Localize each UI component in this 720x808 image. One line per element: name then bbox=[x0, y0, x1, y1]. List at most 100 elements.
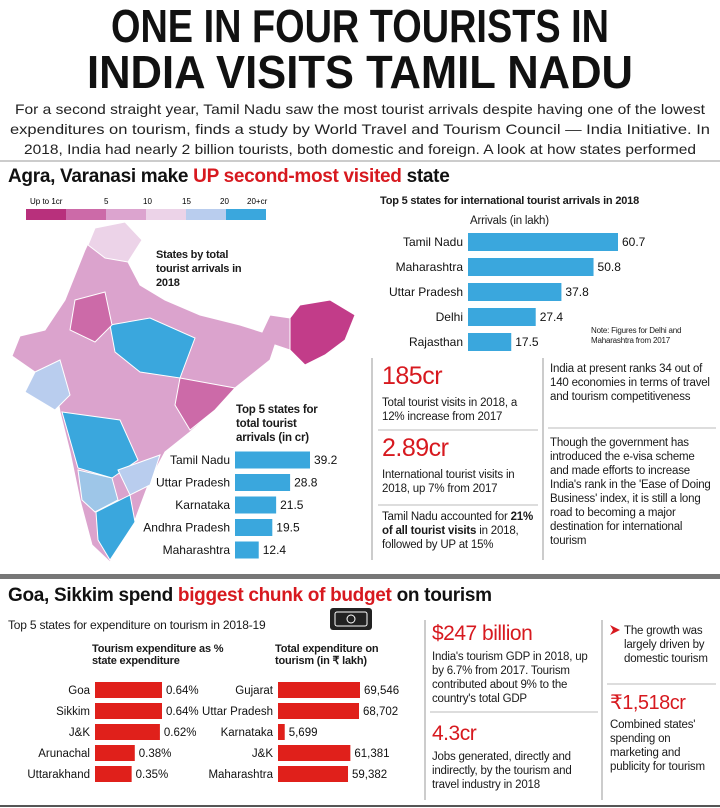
value-label: 0.62% bbox=[164, 727, 197, 739]
category-label: Andhra Pradesh bbox=[143, 521, 230, 535]
intro-line: 2018, India had nearly 2 billion tourist… bbox=[24, 141, 696, 157]
value-label: 60.7 bbox=[622, 235, 646, 249]
map-label: States by total tourist arrivals in 2018 bbox=[156, 249, 242, 289]
heading-highlight: UP second-most visited bbox=[193, 166, 402, 187]
heading-text: Agra, Varanasi make bbox=[8, 166, 194, 187]
legend-label: 15 bbox=[182, 197, 191, 206]
category-label: Sikkim bbox=[56, 706, 90, 718]
bar bbox=[95, 682, 162, 698]
stat-text: Total tourist visits in 2018, a 12% incr… bbox=[382, 397, 518, 423]
map-region bbox=[69, 291, 113, 343]
heading-text: on tourism bbox=[391, 585, 492, 606]
bar bbox=[278, 766, 349, 782]
value-label: 27.4 bbox=[540, 310, 564, 324]
category-label: Uttar Pradesh bbox=[202, 706, 273, 718]
legend-swatch bbox=[26, 209, 66, 220]
chart-title: Total expenditure on tourism (in ₹ lakh) bbox=[275, 643, 379, 667]
category-label: Maharashtra bbox=[208, 769, 273, 781]
category-label: Arunachal bbox=[38, 748, 90, 760]
legend-label: 20+cr bbox=[247, 197, 268, 206]
map-region bbox=[289, 299, 356, 366]
chart-title: Tourism expenditure as % state expenditu… bbox=[92, 643, 224, 667]
section-rule bbox=[0, 574, 720, 579]
value-label: 17.5 bbox=[515, 335, 539, 349]
value-label: 0.38% bbox=[139, 748, 172, 760]
text: in 2018, followed by UP at 15% bbox=[382, 525, 519, 551]
category-label: Uttar Pradesh bbox=[156, 476, 230, 490]
text: Tamil Nadu accounted for bbox=[382, 511, 511, 523]
legend-label: 10 bbox=[143, 197, 152, 206]
value-label: 37.8 bbox=[565, 285, 589, 299]
value-label: 0.35% bbox=[136, 769, 169, 781]
bar bbox=[235, 451, 310, 469]
bar bbox=[468, 233, 618, 251]
stat-value: 4.3cr bbox=[432, 722, 477, 745]
category-label: Goa bbox=[68, 685, 90, 697]
bar bbox=[235, 519, 273, 536]
value-label: 39.2 bbox=[314, 453, 338, 467]
value-label: 12.4 bbox=[263, 543, 287, 557]
map-region bbox=[24, 359, 71, 411]
bar bbox=[235, 541, 259, 559]
bar bbox=[235, 496, 277, 514]
map-legend: Up to 1cr 5 10 15 20 20+cr bbox=[26, 197, 268, 220]
chart-note: Note: Figures for Delhi and Maharashtra … bbox=[591, 326, 682, 345]
stat-text: Jobs generated, directly and indirectly,… bbox=[432, 751, 572, 791]
value-label: 50.8 bbox=[598, 260, 622, 274]
category-label: J&K bbox=[69, 727, 90, 739]
value-label: 21.5 bbox=[280, 498, 304, 512]
rank-text: India at present ranks 34 out of 140 eco… bbox=[550, 363, 710, 403]
value-label: 68,702 bbox=[363, 706, 398, 718]
map-region bbox=[174, 377, 236, 431]
growth-text: The growth was largely driven by domesti… bbox=[624, 625, 708, 665]
intro-line: For a second straight year, Tamil Nadu s… bbox=[15, 101, 705, 117]
bar bbox=[468, 258, 594, 276]
category-label: Tamil Nadu bbox=[170, 453, 230, 467]
legend-swatch bbox=[146, 209, 186, 220]
stat-text: India's tourism GDP in 2018, up by 6.7% … bbox=[432, 651, 588, 705]
stat-text: International tourist visits in 2018, up… bbox=[382, 469, 515, 495]
value-label: 28.8 bbox=[294, 476, 318, 490]
chart-subtitle: Arrivals (in lakh) bbox=[470, 215, 549, 227]
bar bbox=[278, 724, 285, 740]
section-heading: Agra, Varanasi make UP second-most visit… bbox=[8, 166, 450, 188]
value-label: 59,382 bbox=[352, 769, 387, 781]
evisa-text: Though the government has introduced the… bbox=[550, 437, 711, 547]
category-label: Karnataka bbox=[221, 727, 274, 739]
category-label: Karnataka bbox=[175, 498, 230, 512]
title-line: ONE IN FOUR TOURISTS IN bbox=[111, 0, 609, 52]
bar bbox=[95, 766, 132, 782]
map-region bbox=[77, 469, 119, 513]
legend-swatch bbox=[186, 209, 226, 220]
category-label: Gujarat bbox=[235, 685, 274, 697]
value-label: 69,546 bbox=[364, 685, 399, 697]
category-label: Rajasthan bbox=[409, 335, 463, 349]
value-label: 0.64% bbox=[166, 706, 199, 718]
india-map bbox=[11, 221, 356, 563]
category-label: Maharashtra bbox=[396, 260, 464, 274]
heading-highlight: biggest chunk of budget bbox=[177, 585, 392, 606]
intro-line: expenditures on tourism, finds a study b… bbox=[10, 121, 710, 137]
bar bbox=[95, 703, 162, 719]
legend-swatch bbox=[226, 209, 266, 220]
map-region bbox=[87, 221, 143, 263]
map-region bbox=[95, 494, 136, 561]
bar bbox=[95, 724, 160, 740]
bar bbox=[278, 682, 360, 698]
bar bbox=[278, 745, 351, 761]
category-label: Uttarakhand bbox=[27, 769, 90, 781]
value-label: 5,699 bbox=[289, 727, 318, 739]
bar bbox=[468, 308, 536, 326]
chart-title: Top 5 states for total tourist arrivals … bbox=[236, 404, 318, 444]
section-subtitle: Top 5 states for expenditure on tourism … bbox=[8, 618, 266, 632]
category-label: Maharashtra bbox=[163, 543, 231, 557]
heading-text: state bbox=[401, 166, 450, 187]
heading-text: Goa, Sikkim spend bbox=[8, 585, 178, 606]
category-label: Delhi bbox=[436, 310, 463, 324]
stat-value: 2.89cr bbox=[382, 434, 449, 462]
legend-swatch bbox=[66, 209, 106, 220]
category-label: Tamil Nadu bbox=[403, 235, 463, 249]
title-line: INDIA VISITS TAMIL NADU bbox=[87, 46, 633, 98]
